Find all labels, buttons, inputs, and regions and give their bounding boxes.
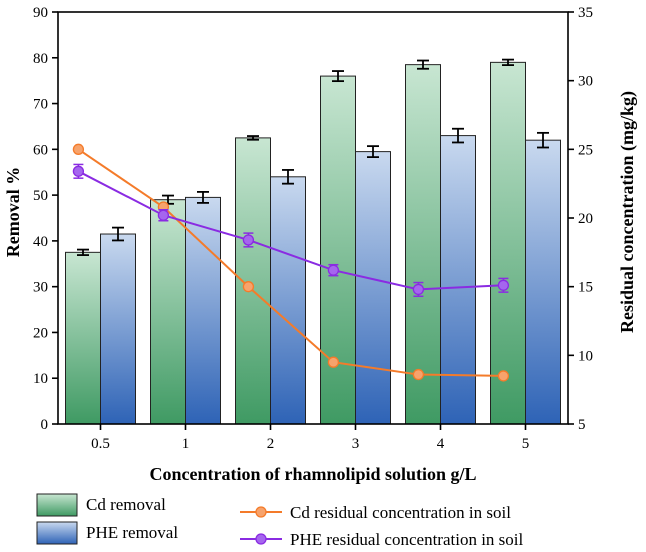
phe-removal-errorbar-1 xyxy=(197,191,209,204)
phe-removal-bar-2 xyxy=(270,176,306,425)
cd-removal-bar-1 xyxy=(150,199,186,425)
cd-residual-point-0 xyxy=(72,143,85,155)
cd-residual-point-2 xyxy=(242,281,255,293)
cd-residual-point-5 xyxy=(497,370,510,382)
legend-label-cd-residual: Cd residual concentration in soil xyxy=(290,503,511,522)
x-tick-label-3: 3 xyxy=(352,436,360,452)
phe-removal-errorbar-5 xyxy=(537,131,549,149)
y-right-tick-label-3: 20 xyxy=(578,211,593,227)
y-left-tick-label-3: 30 xyxy=(33,280,48,296)
phe-residual-point-3 xyxy=(327,264,340,276)
line-layer xyxy=(72,143,510,382)
y-left-tick-label-2: 20 xyxy=(33,325,48,341)
bar-layer xyxy=(65,58,561,425)
y-axis-left-title: Removal % xyxy=(3,167,23,257)
cd-removal-bar-5 xyxy=(490,61,526,425)
y-right-tick-label-2: 15 xyxy=(578,280,593,296)
legend-swatch-cd-removal xyxy=(36,493,78,517)
cd-residual-line xyxy=(77,148,504,377)
x-tick-label-4: 4 xyxy=(437,436,445,452)
phe-removal-bar-1 xyxy=(185,196,221,425)
y-right-tick-label-4: 25 xyxy=(578,142,593,158)
phe-residual-point-0 xyxy=(72,165,85,177)
phe-residual-point-2 xyxy=(242,234,255,246)
cd-removal-errorbar-0 xyxy=(77,248,89,256)
phe-residual-point-4 xyxy=(412,283,425,296)
y-left-tick-label-1: 10 xyxy=(33,371,48,387)
x-tick-label-5: 5 xyxy=(522,436,530,452)
phe-removal-bar-4 xyxy=(440,135,476,425)
cd-residual-point-4 xyxy=(412,368,425,381)
y-left-tick-label-0: 0 xyxy=(41,417,49,433)
cd-removal-errorbar-2 xyxy=(247,135,259,141)
legend-marker-phe-residual xyxy=(255,533,267,545)
y-right-tick-label-5: 30 xyxy=(578,74,593,90)
y-left-tick-label-9: 90 xyxy=(33,5,48,21)
cd-removal-bar-0 xyxy=(65,251,101,425)
x-tick-label-1: 1 xyxy=(182,436,190,452)
phe-removal-bar-3 xyxy=(355,151,391,425)
x-axis-title: Concentration of rhamnolipid solution g/… xyxy=(149,464,476,484)
phe-removal-errorbar-0 xyxy=(112,226,124,242)
legend-marker-cd-residual xyxy=(255,506,267,518)
cd-removal-errorbar-5 xyxy=(502,58,514,67)
y-left-tick-label-7: 70 xyxy=(33,97,48,113)
cd-removal-errorbar-3 xyxy=(332,70,344,83)
y-left-tick-label-8: 80 xyxy=(33,51,48,67)
phe-removal-errorbar-4 xyxy=(452,127,464,144)
y-right-tick-label-0: 5 xyxy=(578,417,586,433)
phe-residual-point-1 xyxy=(157,209,170,221)
cd-removal-bar-3 xyxy=(320,75,356,425)
phe-removal-errorbar-3 xyxy=(367,145,379,159)
y-right-tick-label-6: 35 xyxy=(578,5,593,21)
phe-residual-point-5 xyxy=(497,279,510,291)
cd-removal-errorbar-4 xyxy=(417,59,429,70)
cd-removal-bar-2 xyxy=(235,137,271,425)
axes: 0 10 20 30 40 50 60 70 80 90 5 10 15 20 25 30 35 0.5 1 2 3 4 5 xyxy=(33,5,593,452)
y-left-tick-label-4: 40 xyxy=(33,234,48,250)
y-left-tick-label-6: 60 xyxy=(33,142,48,158)
legend-label-phe-removal: PHE removal xyxy=(86,523,178,542)
x-tick-label-0: 0.5 xyxy=(91,436,110,452)
cd-removal-bar-4 xyxy=(405,64,441,425)
legend-label-phe-residual: PHE residual concentration in soil xyxy=(290,530,524,549)
y-right-tick-label-1: 10 xyxy=(578,348,593,364)
phe-residual-line xyxy=(77,170,504,291)
y-left-tick-label-5: 50 xyxy=(33,188,48,204)
phe-removal-bar-0 xyxy=(100,233,136,425)
legend-swatch-phe-removal xyxy=(36,521,78,545)
y-axis-right-title: Residual concentration (mg/kg) xyxy=(617,91,638,333)
phe-removal-bar-5 xyxy=(525,139,561,425)
legend-label-cd-removal: Cd removal xyxy=(86,495,166,514)
cd-residual-point-3 xyxy=(327,356,340,368)
phe-removal-errorbar-2 xyxy=(282,169,294,185)
x-tick-label-2: 2 xyxy=(267,436,275,452)
legend: Cd removal PHE removal Cd residual concent… xyxy=(36,493,524,549)
